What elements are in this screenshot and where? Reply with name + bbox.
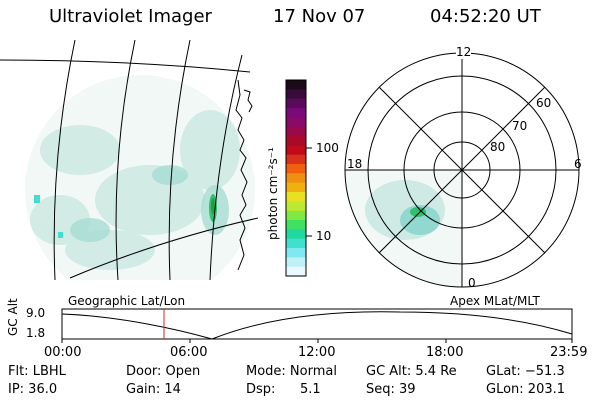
polar-label-80: 80 xyxy=(490,140,506,154)
strip-axis-title: GC Alt xyxy=(6,298,20,336)
colorbar-tick-10: 10 xyxy=(316,229,332,243)
colorbar-stripe xyxy=(286,80,306,90)
altitude-strip xyxy=(61,308,573,343)
strip-ytick-top: 9.0 xyxy=(26,306,46,320)
colorbar-stripe xyxy=(286,192,306,202)
footer-flt: Flt: LBHL xyxy=(8,364,66,379)
strip-xtick-3: 18:00 xyxy=(426,345,464,360)
colorbar-stripe xyxy=(286,98,306,109)
time-label: 04:52:20 UT xyxy=(430,6,541,27)
footer-mode: Mode: Normal xyxy=(246,364,337,379)
colorbar-stripe xyxy=(286,210,306,221)
colorbar-stripe xyxy=(286,229,306,240)
colorbar-stripe xyxy=(286,117,306,128)
colorbar-stripe xyxy=(286,154,306,165)
strip-xtick-1: 06:00 xyxy=(170,345,208,360)
polar-plot xyxy=(344,52,580,288)
colorbar-stripe xyxy=(286,89,306,100)
strip-xtick-2: 12:00 xyxy=(298,345,336,360)
footer-seq: Seq: 39 xyxy=(366,382,416,397)
colorbar-stripe xyxy=(286,248,306,258)
footer-door: Door: Open xyxy=(126,364,201,379)
app-title: Ultraviolet Imager xyxy=(49,6,212,27)
polar-label-0: 0 xyxy=(468,276,476,290)
polar-label-6: 6 xyxy=(574,157,582,171)
geographic-image xyxy=(0,39,259,280)
polar-label-70: 70 xyxy=(512,119,528,133)
polar-label-18: 18 xyxy=(347,157,363,171)
colorbar-stripe xyxy=(286,266,306,277)
strip-right-label: Apex MLat/MLT xyxy=(450,294,540,308)
colorbar-stripe xyxy=(286,220,306,230)
colorbar-stripe xyxy=(286,164,306,174)
footer-glat: GLat: −51.3 xyxy=(486,364,565,379)
footer-ip: IP: 36.0 xyxy=(8,382,58,397)
colorbar-stripe xyxy=(286,257,306,268)
colorbar-unit: photon cm⁻²s⁻¹ xyxy=(266,147,280,240)
footer-gcalt: GC Alt: 5.4 Re xyxy=(366,364,457,379)
colorbar-stripe xyxy=(286,201,306,212)
date-label: 17 Nov 07 xyxy=(273,6,366,27)
polar-label-60: 60 xyxy=(536,96,552,110)
colorbar-stripe xyxy=(286,126,306,137)
colorbar-stripe xyxy=(286,173,306,184)
colorbar-tick-100: 100 xyxy=(316,141,339,155)
strip-ytick-bottom: 1.8 xyxy=(26,326,46,340)
footer-dsp-value: 5.1 xyxy=(300,382,321,397)
color-bar xyxy=(285,79,312,277)
footer-dsp-label: Dsp: xyxy=(246,382,276,397)
strip-xtick-4: 23:59 xyxy=(550,345,588,360)
strip-left-label: Geographic Lat/Lon xyxy=(68,294,186,308)
colorbar-stripe xyxy=(286,145,306,156)
polar-label-12: 12 xyxy=(456,45,472,59)
colorbar-stripe xyxy=(286,136,306,146)
colorbar-stripe xyxy=(286,238,306,249)
colorbar-stripe xyxy=(286,108,306,118)
footer-gain: Gain: 14 xyxy=(126,382,181,397)
strip-xtick-0: 00:00 xyxy=(44,345,82,360)
footer-glon: GLon: 203.1 xyxy=(486,382,566,397)
colorbar-stripe xyxy=(286,182,306,193)
